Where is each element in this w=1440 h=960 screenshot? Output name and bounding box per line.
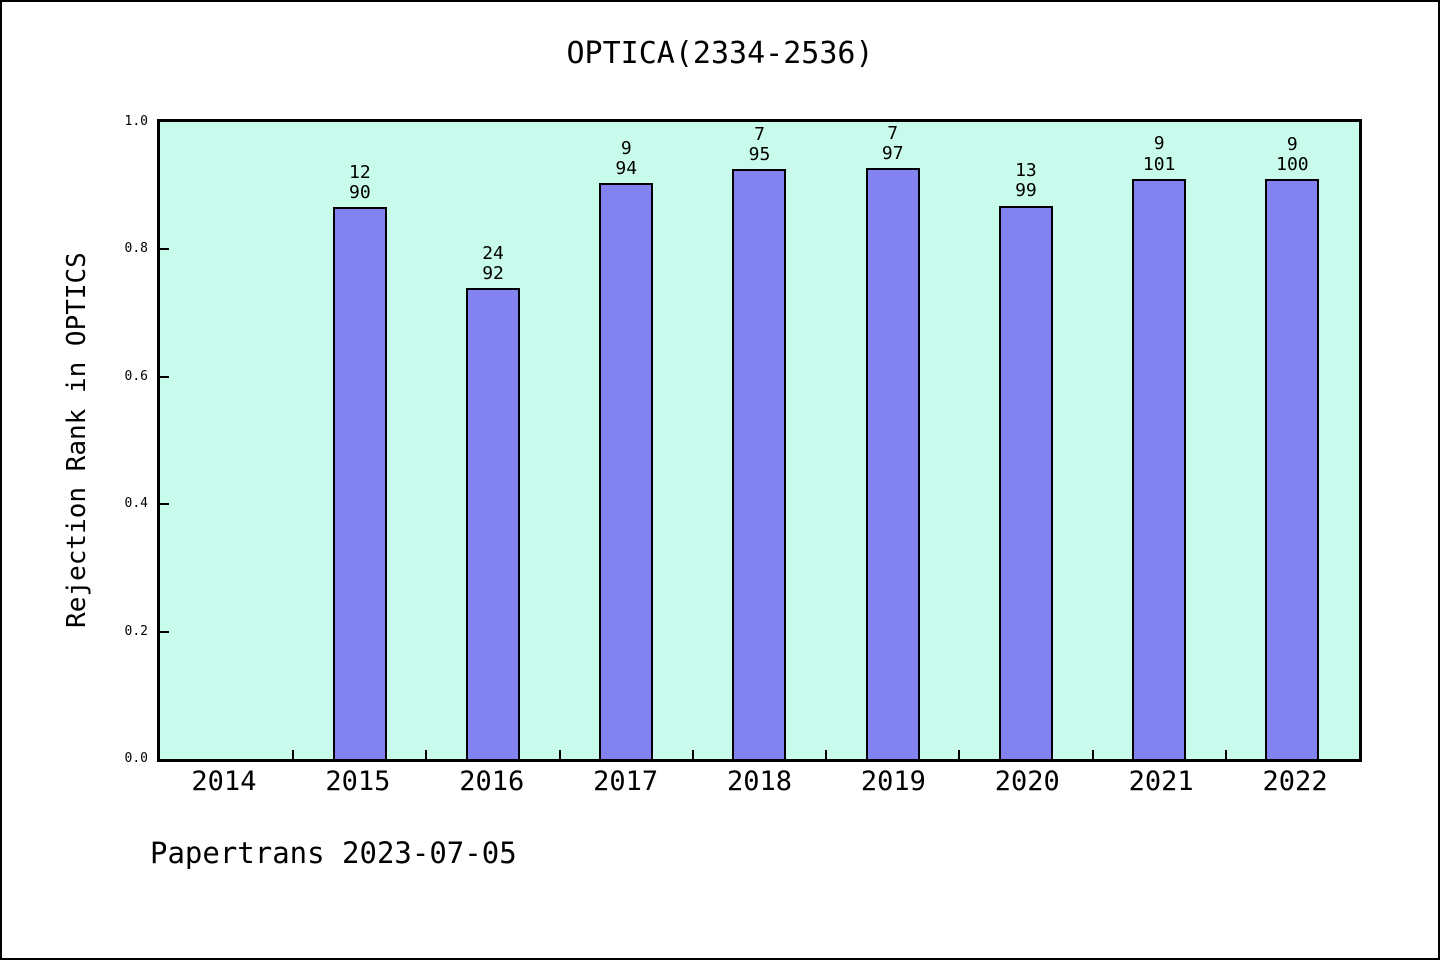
bar-slot-2014 (160, 122, 293, 759)
bar-annotation-2020: 13 99 (1015, 160, 1037, 202)
bar-slot-2015: 12 90 (293, 122, 426, 759)
x-tick-mark (425, 750, 428, 759)
x-tick-mark (958, 750, 961, 759)
bar-slot-2019: 7 97 (826, 122, 959, 759)
bar-slot-2018: 7 95 (693, 122, 826, 759)
bar-slot-2020: 13 99 (959, 122, 1092, 759)
bar-annotation-2021: 9 101 (1142, 133, 1176, 175)
bar-slot-2021: 9 101 (1093, 122, 1226, 759)
x-tick-label-2015: 2015 (325, 766, 391, 797)
x-tick-mark (691, 750, 694, 759)
y-tick-label-0.2: 0.2 (124, 623, 148, 639)
y-tick-mark (160, 630, 169, 633)
bar-slot-2022: 9 100 (1226, 122, 1359, 759)
bar-slot-2016: 24 92 (426, 122, 559, 759)
x-tick-label-2019: 2019 (860, 766, 926, 797)
bar-annotation-2015: 12 90 (348, 161, 371, 203)
bar-annotation-2022: 9 100 (1276, 134, 1309, 176)
x-tick-mark (558, 750, 561, 759)
x-tick-label-2017: 2017 (593, 766, 659, 797)
plot-area: 12 90 24 92 9 94 7 95 7 97 13 99 9 101 9 100 0.… (125, 115, 1362, 766)
bar-2022 (1265, 179, 1320, 759)
chart-title: OPTICA(2334-2536) (566, 36, 874, 71)
y-tick-label-0.4: 0.4 (124, 496, 148, 512)
y-tick-mark (160, 375, 169, 378)
bar-2016 (466, 288, 521, 759)
x-tick-mark (1224, 750, 1227, 759)
x-axis-labels: 2014 2015 2016 2017 2018 2019 2020 2021 2022 (157, 766, 1362, 797)
bar-annotation-2018: 7 95 (748, 123, 771, 165)
bar-annotation-2019: 7 97 (881, 122, 904, 164)
bar-annotation-2017: 9 94 (615, 137, 638, 179)
bar-2015 (332, 206, 387, 759)
bar-annotation-2016: 24 92 (482, 242, 504, 285)
footer-watermark: Papertrans 2023-07-05 (150, 836, 517, 870)
bar-2021 (1132, 178, 1187, 759)
y-axis-label: Rejection Rank in OPTICS (62, 252, 92, 628)
x-tick-label-2022: 2022 (1262, 766, 1328, 797)
y-tick-label-0.8: 0.8 (124, 241, 148, 257)
x-tick-label-2014: 2014 (191, 766, 257, 797)
x-tick-mark (1091, 750, 1094, 759)
x-tick-label-2020: 2020 (994, 766, 1060, 797)
bar-2019 (865, 168, 920, 759)
x-tick-label-2018: 2018 (726, 766, 793, 797)
x-tick-mark (825, 750, 828, 759)
bar-slot-2017: 9 94 (560, 122, 693, 759)
y-tick-mark (160, 248, 169, 251)
x-tick-mark (292, 750, 295, 759)
bar-2017 (599, 182, 654, 759)
bar-2020 (998, 205, 1053, 759)
x-tick-label-2021: 2021 (1128, 766, 1194, 797)
bar-slots: 12 90 24 92 9 94 7 95 7 97 13 99 9 101 9 100 (160, 122, 1359, 759)
y-tick-mark (160, 503, 169, 506)
y-tick-label-0.0: 0.0 (124, 751, 148, 766)
y-tick-label-1.0: 1.0 (124, 114, 148, 129)
y-tick-label-0.6: 0.6 (124, 368, 148, 384)
bar-2018 (732, 168, 787, 759)
x-tick-label-2016: 2016 (459, 766, 525, 797)
